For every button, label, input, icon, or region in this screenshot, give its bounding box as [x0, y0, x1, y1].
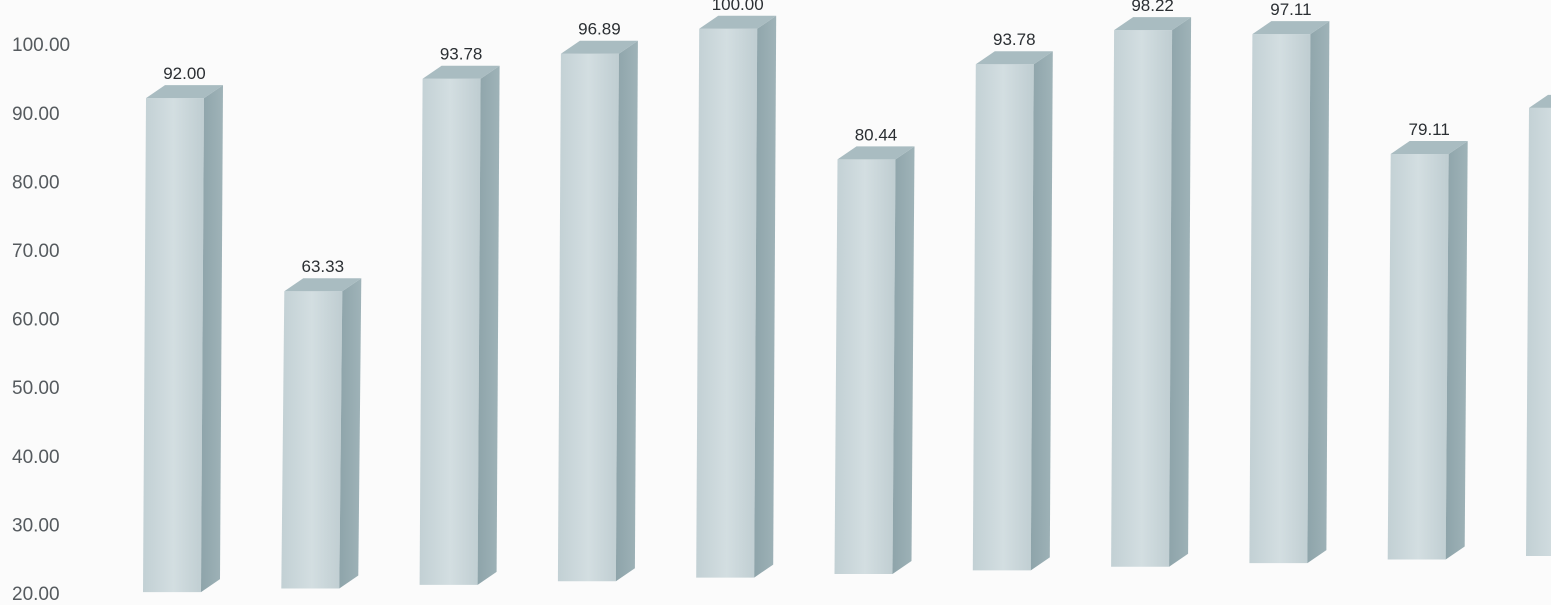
bar-value-label: 98.22 — [1131, 0, 1174, 15]
bar-front-face — [834, 159, 896, 574]
bar — [834, 146, 915, 574]
bar — [1526, 94, 1551, 556]
bars — [143, 15, 1551, 593]
bar-top-face — [560, 40, 638, 54]
bar — [419, 65, 500, 585]
bar-front-face — [1111, 30, 1173, 567]
bar-front-face — [696, 28, 758, 578]
bar-top-face — [837, 146, 915, 160]
bar — [557, 40, 638, 582]
y-tick-label: 100.00 — [12, 35, 70, 56]
bar-front-face — [1249, 34, 1311, 564]
bar-front-face — [1387, 153, 1449, 560]
bar-top-face — [146, 85, 223, 99]
y-tick-label: 80.00 — [12, 172, 60, 193]
bar-front-face — [419, 78, 481, 585]
bar-top-face — [699, 15, 777, 29]
bar-side-face — [615, 40, 638, 582]
bar-side-face — [754, 15, 777, 578]
bar — [972, 51, 1053, 571]
bar-side-face — [477, 65, 500, 585]
bar-top-face — [1252, 21, 1330, 35]
data-labels: 92.00 63.33 93.78 96.89 100.00 80.44 93.78 98.2… — [163, 0, 1450, 276]
bar-side-face — [1169, 17, 1192, 567]
bar-top-face — [284, 278, 362, 292]
bar-front-face — [557, 53, 619, 582]
bar-value-label: 100.00 — [712, 0, 764, 14]
bar-side-face — [201, 85, 223, 593]
y-axis: 100.00 90.00 80.00 70.00 60.00 50.00 40.00 30.0… — [12, 35, 70, 605]
bar-value-label: 93.78 — [993, 30, 1036, 49]
bar — [143, 85, 223, 593]
bar — [1387, 140, 1468, 560]
y-tick-label: 50.00 — [12, 378, 60, 399]
bar-top-face — [1529, 94, 1551, 108]
bar-value-label: 93.78 — [440, 45, 483, 64]
bar-front-face — [972, 64, 1034, 571]
bar — [281, 278, 362, 589]
bar — [1111, 17, 1192, 567]
bar-side-face — [339, 278, 362, 589]
bar-top-face — [1390, 140, 1468, 154]
bar-value-label: 80.44 — [855, 125, 898, 144]
bar-front-face — [281, 291, 343, 589]
bar-value-label: 96.89 — [578, 20, 621, 39]
y-tick-label: 60.00 — [12, 310, 60, 331]
bar-side-face — [892, 146, 915, 574]
bar-value-label: 97.11 — [1270, 0, 1311, 19]
bar — [1249, 21, 1330, 564]
bar-top-face — [975, 51, 1053, 65]
bar-side-face — [1307, 21, 1330, 564]
bar-value-label: 92.00 — [163, 64, 206, 83]
bar-value-label: 63.33 — [302, 257, 345, 276]
bar-side-face — [1445, 140, 1468, 560]
bar — [696, 15, 777, 578]
bar-front-face — [143, 98, 204, 593]
bar-top-face — [1114, 17, 1192, 31]
bar-top-face — [422, 65, 500, 79]
bar-side-face — [1030, 51, 1053, 571]
y-tick-label: 90.00 — [12, 104, 60, 125]
y-tick-label: 70.00 — [12, 241, 60, 262]
y-tick-label: 30.00 — [12, 515, 60, 536]
y-tick-label: 20.00 — [12, 584, 60, 605]
bar-value-label: 79.11 — [1409, 120, 1450, 139]
y-tick-label: 40.00 — [12, 447, 60, 468]
bar-front-face — [1526, 107, 1551, 556]
